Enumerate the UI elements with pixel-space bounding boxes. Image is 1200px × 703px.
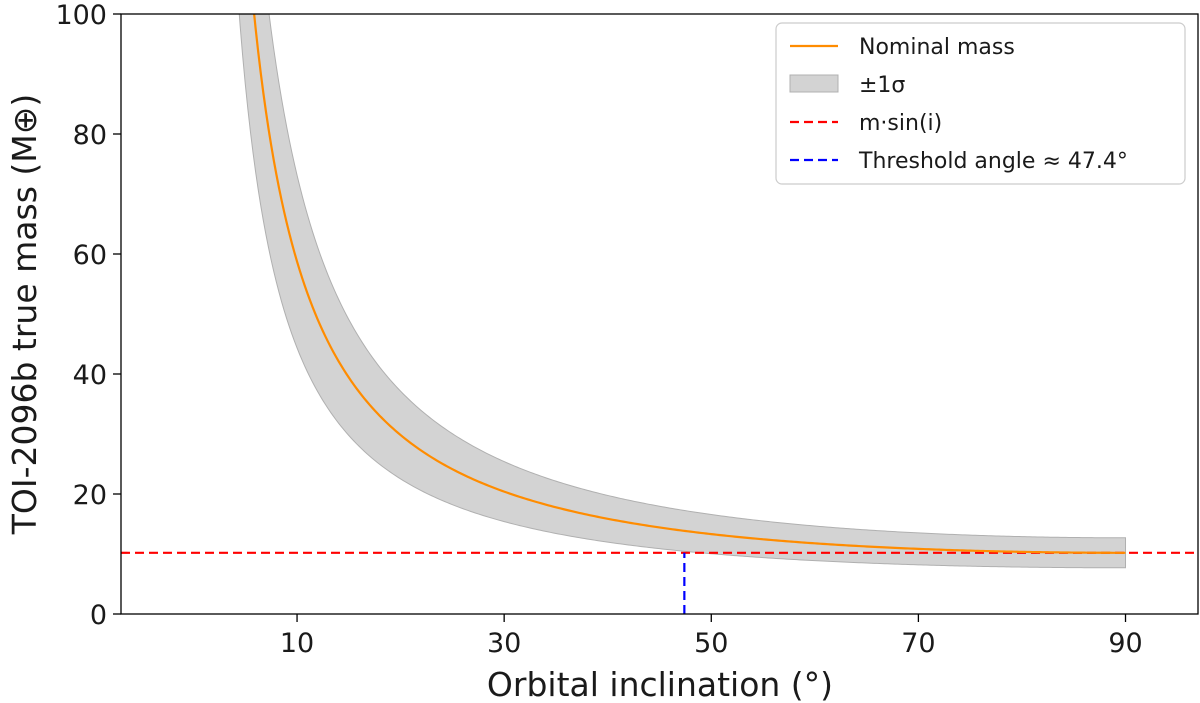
y-axis: 0 20 40 60 80 100 xyxy=(55,0,121,631)
sigma-band xyxy=(238,14,1127,569)
y-tick-label: 80 xyxy=(73,120,107,151)
plot-frame xyxy=(120,13,1199,615)
y-axis-label: TOI-2096b true mass (M⊕) xyxy=(5,94,44,536)
legend-box xyxy=(775,22,1186,185)
legend: Nominal mass ±1σ m·sin(i) Threshold angl… xyxy=(775,22,1186,185)
x-tick-label: 10 xyxy=(280,628,314,659)
x-tick-label: 30 xyxy=(487,628,521,659)
x-tick-label: 70 xyxy=(901,628,935,659)
legend-label-nominal: Nominal mass xyxy=(859,35,1015,60)
legend-swatch-sigma xyxy=(789,74,839,93)
nominal-mass-line xyxy=(253,14,1126,554)
x-tick-label: 90 xyxy=(1108,628,1142,659)
y-tick-label: 100 xyxy=(55,0,107,31)
y-tick-label: 60 xyxy=(73,240,107,271)
legend-label-threshold: Threshold angle ≈ 47.4° xyxy=(858,149,1128,174)
y-tick-label: 20 xyxy=(73,480,107,511)
x-tick-label: 50 xyxy=(694,628,728,659)
y-tick-label: 0 xyxy=(90,600,107,631)
x-axis: 10 30 50 70 90 xyxy=(280,614,1143,659)
legend-label-msini: m·sin(i) xyxy=(859,111,942,136)
y-tick-label: 40 xyxy=(73,360,107,391)
x-axis-label: Orbital inclination (°) xyxy=(487,665,833,703)
legend-label-sigma: ±1σ xyxy=(859,73,905,98)
